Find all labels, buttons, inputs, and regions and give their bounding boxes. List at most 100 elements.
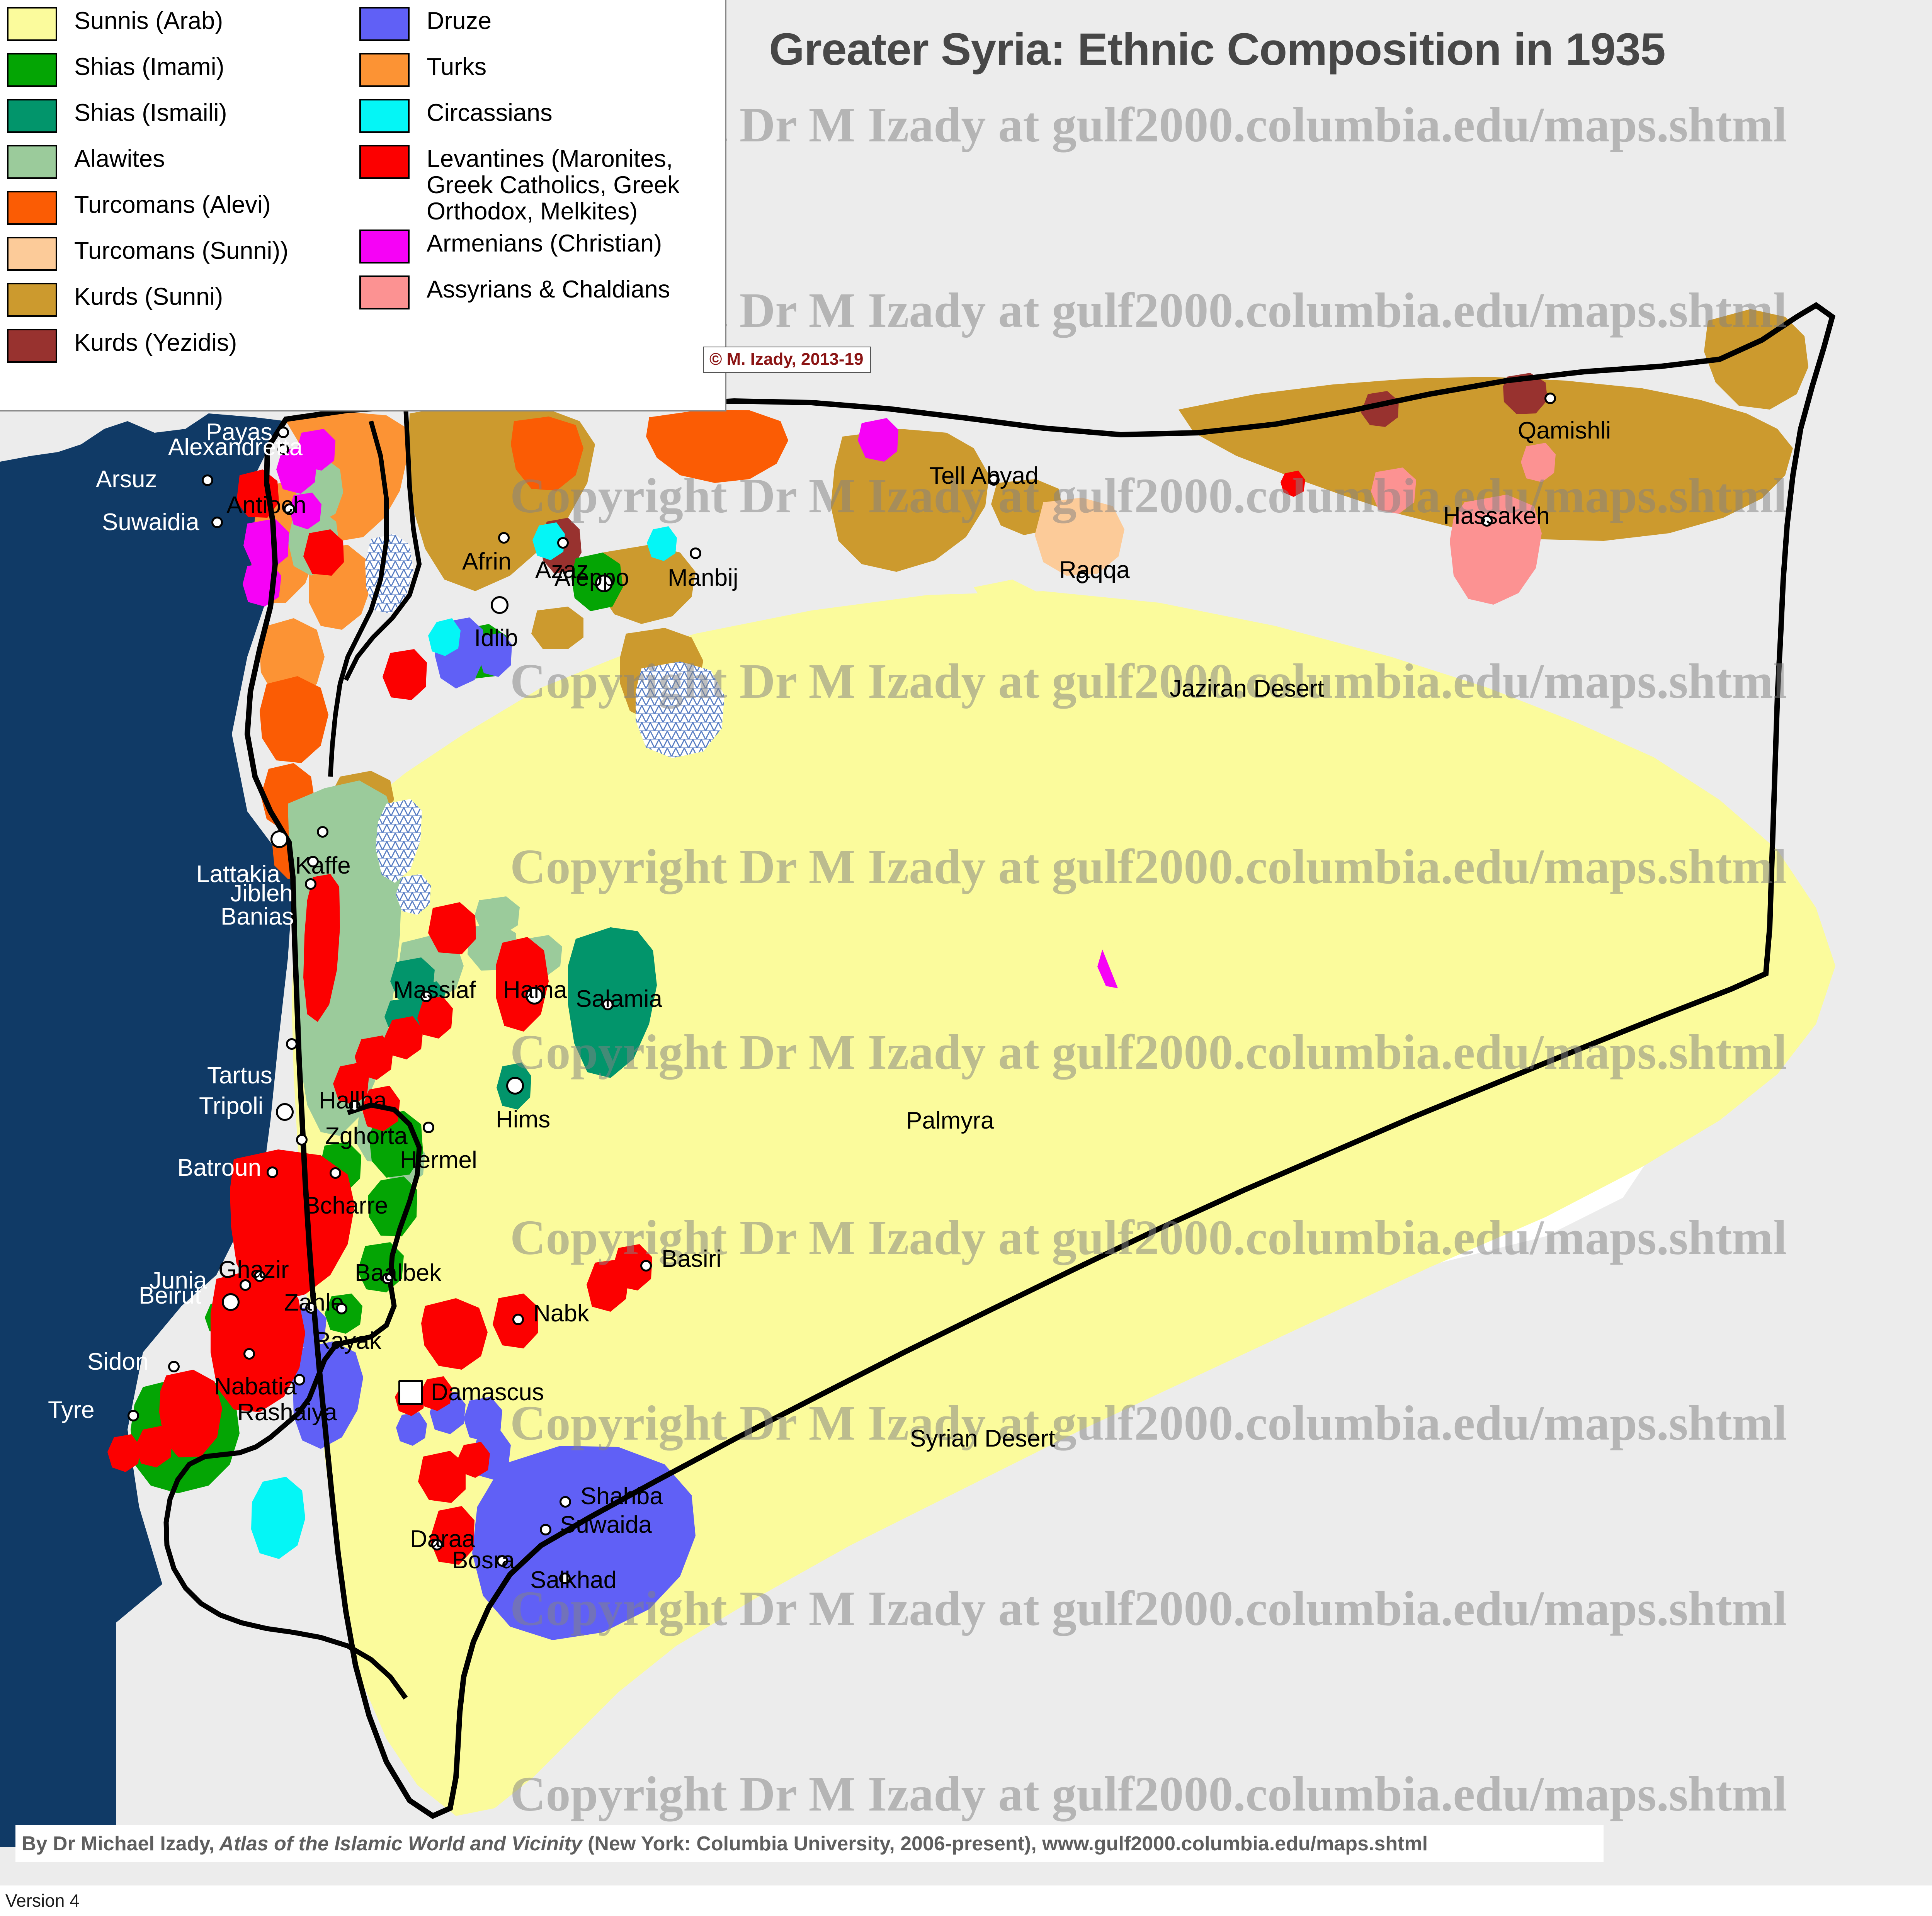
armenians-coast bbox=[243, 519, 289, 569]
legend-swatch-icon bbox=[359, 99, 410, 133]
kurds-sunni-manbij bbox=[599, 545, 696, 624]
druze-damascus-2 bbox=[464, 1397, 502, 1442]
legend-item-label: Levantines (Maronites, Greek Catholics, … bbox=[427, 145, 680, 225]
legend-swatch-icon bbox=[359, 53, 410, 87]
legend-swatch-icon bbox=[7, 53, 57, 87]
legend-item-left-5[interactable]: Turcomans (Sunni)) bbox=[7, 235, 355, 278]
legend-swatch-icon bbox=[359, 7, 410, 41]
levantine-banias-coast bbox=[303, 874, 340, 1022]
kurds-sunni-aleppo-sw bbox=[531, 607, 583, 649]
levantine-nw-patch bbox=[428, 902, 476, 954]
druze-idlib-2 bbox=[478, 633, 512, 677]
legend-item-left-0[interactable]: Sunnis (Arab) bbox=[7, 5, 355, 48]
map-legend: Sunnis (Arab) Shias (Imami) Shias (Ismaili… bbox=[0, 0, 726, 411]
alexandretta-district-border bbox=[328, 420, 389, 777]
kurds-yezidi-east bbox=[1503, 373, 1548, 414]
levantine-massiaf-s2 bbox=[384, 1016, 423, 1059]
circassians-azaz bbox=[532, 522, 565, 560]
levantine-sidon-hinterland bbox=[159, 1370, 222, 1457]
legend-item-label: Kurds (Sunni) bbox=[74, 283, 223, 310]
legend-item-left-2[interactable]: Shias (Ismaili) bbox=[7, 97, 355, 140]
armenians-tellabyad-n bbox=[858, 418, 898, 462]
legend-item-label: Sunnis (Arab) bbox=[74, 7, 223, 34]
levantine-tartus-e bbox=[333, 1063, 369, 1105]
greater-syria-border bbox=[244, 302, 1836, 1819]
legend-swatch-icon bbox=[359, 145, 410, 179]
legend-item-left-7[interactable]: Kurds (Yezidis) bbox=[7, 327, 355, 370]
afrin-border bbox=[344, 407, 422, 681]
legend-item-right-3[interactable]: Levantines (Maronites, Greek Catholics, … bbox=[359, 143, 723, 224]
alawites-east-patch4 bbox=[474, 896, 520, 935]
legend-item-label: Shias (Ismaili) bbox=[74, 99, 227, 126]
legend-swatch-icon bbox=[7, 283, 57, 317]
legend-item-label: Turcomans (Alevi) bbox=[74, 191, 271, 218]
levantine-nabk-w bbox=[421, 1298, 488, 1370]
legend-item-right-2[interactable]: Circassians bbox=[359, 97, 723, 140]
legend-item-label: Assyrians & Chaldians bbox=[427, 276, 670, 303]
legend-column-left: Sunnis (Arab) Shias (Imami) Shias (Ismaili… bbox=[7, 5, 355, 373]
druze-damascus-3 bbox=[396, 1412, 427, 1446]
credit-lead: By Dr Michael Izady, bbox=[22, 1833, 214, 1855]
levantine-hama-w bbox=[496, 937, 549, 1032]
legend-item-left-4[interactable]: Turcomans (Alevi) bbox=[7, 189, 355, 232]
armenians-alexandretta bbox=[276, 446, 317, 494]
kurds-sunni-tellabyad-west bbox=[831, 429, 989, 572]
assyrians-ne-patch bbox=[1521, 443, 1556, 482]
levantine-damascus-s2 bbox=[418, 1451, 466, 1503]
legend-item-label: Alawites bbox=[74, 145, 165, 172]
turks-south-antioch bbox=[260, 618, 325, 699]
legend-item-right-5[interactable]: Assyrians & Chaldians bbox=[359, 274, 723, 316]
assyrians-west-patch bbox=[1371, 468, 1416, 514]
legend-item-label: Armenians (Christian) bbox=[427, 230, 662, 257]
copyright-badge: © M. Izady, 2013-19 bbox=[703, 347, 871, 373]
legend-item-left-3[interactable]: Alawites bbox=[7, 143, 355, 186]
credit-tail: (New York: Columbia University, 2006-pre… bbox=[588, 1833, 1428, 1855]
credit-italic: Atlas of the Islamic World and Vicinity bbox=[219, 1833, 582, 1855]
circassians-manbij bbox=[647, 526, 677, 561]
legend-swatch-icon bbox=[7, 237, 57, 271]
hatched-region-kaffe bbox=[376, 799, 422, 883]
levantine-basiri-2 bbox=[587, 1260, 629, 1312]
legend-item-label: Circassians bbox=[427, 99, 553, 126]
druze-hermon bbox=[293, 1341, 363, 1449]
assyrians-hassakeh bbox=[1450, 495, 1542, 605]
legend-swatch-icon bbox=[7, 145, 57, 179]
armenians-north-antioch bbox=[289, 493, 321, 529]
legend-swatch-icon bbox=[7, 7, 57, 41]
legend-swatch-icon bbox=[7, 329, 57, 363]
legend-item-label: Druze bbox=[427, 7, 492, 34]
legend-swatch-icon bbox=[359, 275, 410, 310]
legend-swatch-icon bbox=[359, 230, 410, 264]
legend-item-left-6[interactable]: Kurds (Sunni) bbox=[7, 281, 355, 324]
mediterranean-sea bbox=[0, 386, 294, 1847]
levantine-damascus-s1 bbox=[458, 1442, 490, 1478]
legend-item-label: Turcomans (Sunni)) bbox=[74, 237, 289, 264]
legend-item-right-4[interactable]: Armenians (Christian) bbox=[359, 228, 723, 270]
legend-column-right: Druze Turks Circassians Levantines (Maronit… bbox=[359, 5, 723, 320]
legend-item-right-0[interactable]: Druze bbox=[359, 5, 723, 48]
turcomans-alevi-azaz-north bbox=[511, 417, 583, 491]
levantine-south-1 bbox=[135, 1426, 172, 1467]
legend-item-label: Shias (Imami) bbox=[74, 53, 224, 80]
levantine-antioch bbox=[303, 529, 344, 576]
turcomans-sunni-patch bbox=[1035, 498, 1124, 576]
hatched-region-aleppo-s bbox=[636, 661, 724, 758]
legend-item-label: Kurds (Yezidis) bbox=[74, 329, 237, 356]
legend-item-label: Turks bbox=[427, 53, 487, 80]
palmyra-oasis bbox=[881, 1070, 927, 1121]
levantine-massiaf-s1 bbox=[417, 996, 453, 1039]
credit-bar: By Dr Michael Izady, Atlas of the Islami… bbox=[15, 1825, 1604, 1862]
druze-jabal-druze bbox=[472, 1446, 696, 1640]
legend-item-left-1[interactable]: Shias (Imami) bbox=[7, 51, 355, 94]
legend-item-right-1[interactable]: Turks bbox=[359, 51, 723, 94]
kurds-sunni-jazira-belt bbox=[1179, 377, 1793, 541]
euphrates-corridor bbox=[974, 580, 1283, 1155]
turcomans-alevi-north-belt bbox=[646, 410, 788, 483]
page-title: Greater Syria: Ethnic Composition in 193… bbox=[769, 24, 1666, 75]
turcomans-alevi-coast-1 bbox=[260, 676, 328, 763]
desert-oasis-small bbox=[1023, 941, 1053, 988]
levantine-south-2 bbox=[107, 1434, 140, 1472]
legend-swatch-icon bbox=[7, 99, 57, 133]
lebanon-border bbox=[163, 1102, 422, 1700]
